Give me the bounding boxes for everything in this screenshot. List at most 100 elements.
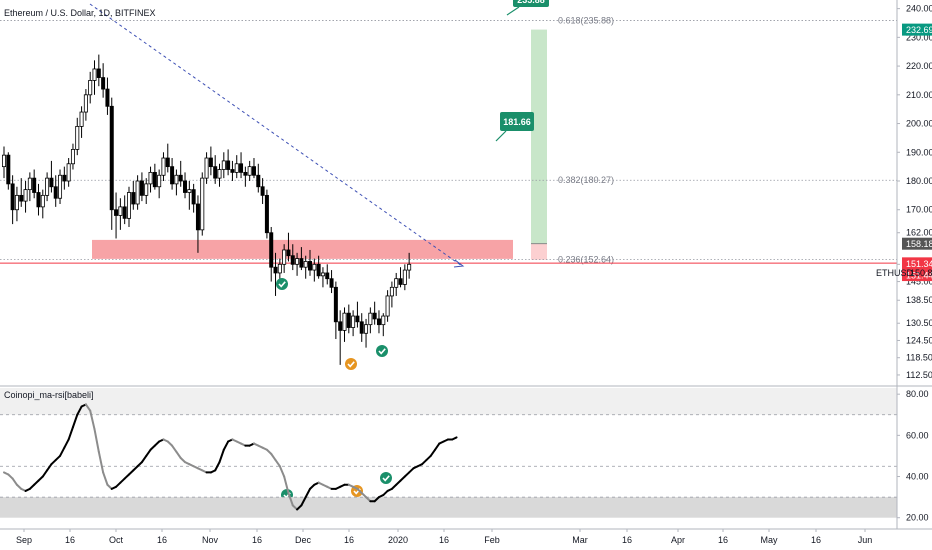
time-tick-label: 16 — [344, 535, 354, 545]
candle-body — [49, 177, 54, 188]
rsi-line-segment — [145, 448, 152, 457]
rsi-line-segment — [59, 446, 66, 457]
candle-body — [226, 160, 231, 170]
time-tick-label: Mar — [572, 535, 588, 545]
candle-body — [239, 163, 244, 173]
rsi-line-segment — [429, 448, 436, 457]
candle-body — [402, 269, 407, 285]
time-tick-label: 16 — [718, 535, 728, 545]
rsi-line-segment — [102, 471, 109, 486]
candle-body — [174, 174, 179, 185]
candle-body — [2, 154, 7, 168]
target-zone — [531, 29, 547, 244]
candle-body — [101, 77, 106, 90]
candle-body — [109, 105, 114, 211]
candle-body — [191, 189, 196, 205]
candle-body — [308, 261, 313, 271]
target-tag-2 — [513, 0, 549, 7]
candle-body — [105, 88, 110, 107]
candle-body — [187, 189, 192, 193]
fib-level-label: 0.236(152.64) — [558, 255, 614, 265]
rsi-tick-label: 40.00 — [906, 472, 929, 482]
candle-body — [269, 232, 274, 268]
candle-body — [148, 171, 153, 185]
candle-body — [58, 174, 63, 199]
candle-body — [10, 183, 15, 211]
candle-body — [316, 263, 321, 277]
target-tag-2-text: 235.88 — [517, 0, 545, 5]
candle-body — [372, 312, 377, 320]
time-tick-label: Apr — [671, 535, 685, 545]
candle-body — [329, 278, 334, 288]
rsi-line-segment — [270, 452, 277, 462]
rsi-overbought-band — [0, 388, 897, 415]
candle-body — [394, 278, 399, 288]
candle-body — [338, 321, 343, 331]
candle-body — [36, 192, 41, 208]
time-tick-label: Dec — [295, 535, 312, 545]
resistance-zone — [92, 239, 513, 259]
candle-body — [170, 166, 175, 185]
price-label-text: 151.44 — [906, 271, 932, 281]
candle-body — [45, 177, 50, 196]
rsi-line-segment — [274, 459, 281, 468]
candle-body — [6, 154, 11, 185]
candle-body — [40, 194, 45, 208]
time-tick-label: 16 — [157, 535, 167, 545]
candle-body — [342, 312, 347, 331]
price-tick-label: 240.00 — [906, 4, 932, 14]
time-tick-label: 16 — [811, 535, 821, 545]
stop-zone — [531, 243, 547, 260]
price-pane: 0.618(235.88) 0.382(180.27) 0.236(152.64) 1… — [0, 0, 897, 501]
candle-body — [251, 166, 256, 176]
candle-body — [359, 321, 364, 334]
time-tick-label: Nov — [202, 535, 219, 545]
candle-body — [282, 249, 287, 265]
rsi-line-segment — [97, 450, 105, 474]
price-tick-label: 170.00 — [906, 205, 932, 215]
symbol-label: ETHUSD — [876, 268, 914, 278]
candle-body — [161, 157, 166, 176]
candle-body — [346, 312, 351, 328]
price-tick-label: 112.50 — [906, 370, 932, 380]
candle-body — [398, 278, 403, 285]
candle-body — [183, 180, 188, 193]
price-label-text: 151.34 — [906, 259, 932, 269]
candle-body — [114, 209, 119, 216]
candle-body — [364, 324, 369, 334]
candle-body — [32, 177, 37, 193]
candle-body — [75, 126, 80, 150]
candle-body — [70, 149, 75, 165]
rsi-line-segment — [218, 448, 225, 464]
rsi-line-segment — [304, 487, 312, 499]
rsi-line-segment — [140, 454, 148, 464]
price-tick-label: 118.50 — [906, 353, 932, 363]
candle-body — [295, 258, 300, 265]
time-tick-label: 16 — [65, 535, 75, 545]
candle-body — [333, 286, 338, 323]
candle-body — [247, 166, 252, 176]
price-tick-label: 180.00 — [906, 176, 932, 186]
candle-body — [204, 157, 209, 179]
candle-body — [139, 180, 144, 196]
rsi-line-segment — [222, 440, 230, 451]
fib-level-label: 0.382(180.27) — [558, 175, 614, 185]
candle-body — [122, 206, 127, 219]
chart-title: Ethereum / U.S. Dollar, 1D, BITFINEX — [4, 8, 156, 18]
symbol-value: 150.81 — [910, 268, 932, 278]
rsi-tick-label: 60.00 — [906, 430, 929, 440]
candle-body — [118, 206, 123, 216]
candle-body — [221, 160, 226, 170]
time-tick-label: 2020 — [388, 535, 408, 545]
price-tick-label: 138.50 — [906, 295, 932, 305]
candle-body — [178, 174, 183, 182]
target-tag-1 — [500, 112, 534, 131]
price-tick-label: 145.00 — [906, 277, 932, 287]
candle-body — [320, 272, 325, 277]
price-tick-label: 220.00 — [906, 61, 932, 71]
indicator-title: Coinopi_ma-rsi[babeli] — [4, 390, 94, 400]
rsi-line-segment — [278, 465, 286, 478]
check-icon-orange — [345, 358, 357, 370]
price-tick-label: 230.00 — [906, 32, 932, 42]
